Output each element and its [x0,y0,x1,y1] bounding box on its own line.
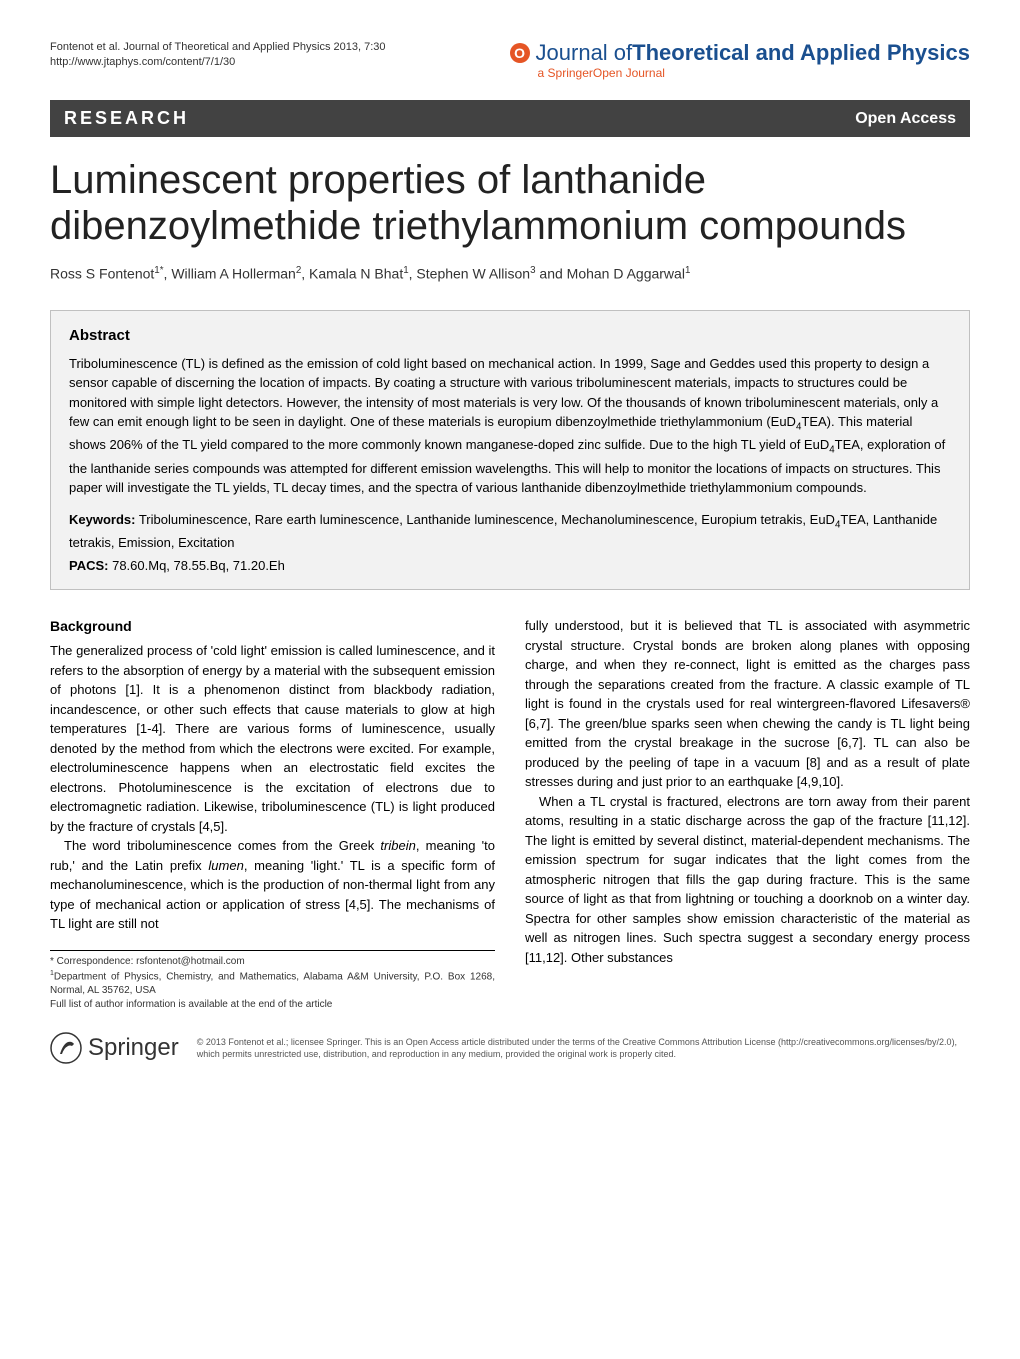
keywords-text: Triboluminescence, Rare earth luminescen… [69,512,937,550]
page-footer: Springer © 2013 Fontenot et al.; license… [50,1032,970,1064]
journal-name-prefix: Journal of [536,40,633,66]
springer-horse-icon [50,1032,82,1064]
full-list-line: Full list of author information is avail… [50,998,495,1012]
citation-line: Fontenot et al. Journal of Theoretical a… [50,40,386,55]
research-bar: RESEARCH Open Access [50,100,970,137]
springer-text: Springer [88,1034,179,1062]
background-para-2: The word triboluminescence comes from th… [50,836,495,934]
abstract-box: Abstract Triboluminescence (TL) is defin… [50,310,970,591]
abstract-heading: Abstract [69,327,951,344]
footnotes: * Correspondence: rsfontenot@hotmail.com… [50,950,495,1012]
open-access-label: Open Access [855,110,956,128]
pacs-label: PACS: [69,558,108,573]
journal-subtitle: a SpringerOpen Journal [538,66,970,80]
citation-url: http://www.jtaphys.com/content/7/1/30 [50,55,386,70]
background-para-1: The generalized process of 'cold light' … [50,641,495,836]
pacs-text: 78.60.Mq, 78.55.Bq, 71.20.Eh [108,558,284,573]
header-citation-block: Fontenot et al. Journal of Theoretical a… [50,40,386,71]
page-header: Fontenot et al. Journal of Theoretical a… [50,40,970,80]
license-text: © 2013 Fontenot et al.; licensee Springe… [197,1036,970,1061]
authors-line: Ross S Fontenot1*, William A Hollerman2,… [50,265,970,282]
journal-name-bold: Theoretical and Applied Physics [632,40,970,66]
correspondence-line: * Correspondence: rsfontenot@hotmail.com [50,955,495,969]
keywords-line: Keywords: Triboluminescence, Rare earth … [69,510,951,553]
journal-name: O Journal of Theoretical and Applied Phy… [510,40,970,66]
article-title: Luminescent properties of lanthanide dib… [50,157,970,249]
background-para-3: fully understood, but it is believed tha… [525,616,970,792]
journal-branding: O Journal of Theoretical and Applied Phy… [510,40,970,80]
body-columns: Background The generalized process of 'c… [50,616,970,1012]
background-para-4: When a TL crystal is fractured, electron… [525,792,970,968]
right-column: fully understood, but it is believed tha… [525,616,970,1012]
department-line: 1Department of Physics, Chemistry, and M… [50,969,495,998]
abstract-body: Triboluminescence (TL) is defined as the… [69,354,951,498]
background-heading: Background [50,616,495,637]
keywords-label: Keywords: [69,512,135,527]
journal-logo-icon: O [510,43,530,63]
springer-logo: Springer [50,1032,179,1064]
pacs-line: PACS: 78.60.Mq, 78.55.Bq, 71.20.Eh [69,558,951,573]
left-column: Background The generalized process of 'c… [50,616,495,1012]
research-label: RESEARCH [64,108,189,129]
